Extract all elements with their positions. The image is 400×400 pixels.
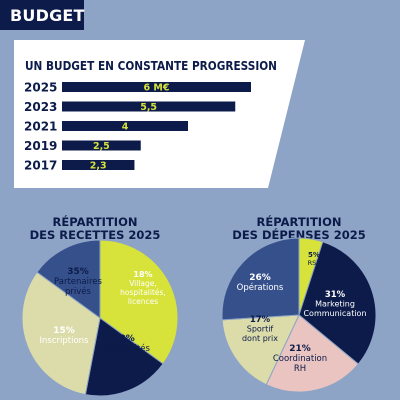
pie-slice [84, 317, 164, 397]
bar-panel [14, 40, 305, 188]
pie-title: RÉPARTITION [53, 214, 138, 229]
pie-slice-label: dont prix [242, 334, 278, 343]
pie-slice-percent: 17% [250, 315, 271, 325]
bar-category-label: 2023 [24, 100, 57, 114]
bar-value-label: 5,5 [140, 102, 157, 113]
pie-slice-label: RH [294, 364, 306, 374]
pie-slice-label: Collectivités [98, 343, 150, 354]
bar-category-label: 2025 [24, 81, 57, 95]
pie-slice-percent: 31% [325, 290, 346, 300]
pie-slice-percent: 32% [113, 334, 135, 344]
pie-slice-label: Sportif [247, 325, 274, 334]
pie-slice-label: Coordination [273, 354, 327, 364]
pie-slice-percent: 15% [53, 326, 75, 336]
bar [62, 140, 141, 151]
pie-slice-label: Village, [129, 279, 157, 288]
bar-category-label: 2021 [24, 120, 57, 134]
pie-title: RÉPARTITION [257, 214, 342, 229]
bar-category-label: 2019 [24, 139, 57, 153]
pie-slice-label: Inscriptions [40, 336, 90, 346]
bar [62, 121, 188, 131]
pie-slice-label: RSE [308, 259, 321, 267]
pie-slice-label: Communication [303, 309, 366, 318]
pie-slice-percent: 21% [289, 344, 311, 354]
pie-slice [99, 239, 179, 365]
pie-slice-label: Opérations [237, 282, 284, 293]
bar [62, 101, 236, 112]
pie-slice [21, 271, 101, 396]
budget-badge: BUDGET [0, 0, 84, 30]
pie-title: DES DÉPENSES 2025 [232, 227, 365, 242]
bar-value-label: 4 [122, 122, 129, 133]
pie-slice [265, 314, 360, 393]
pie-slice-label: Partenaires [54, 277, 103, 287]
bar-value-label: 6 M€ [144, 83, 170, 94]
bar-chart-title: UN BUDGET EN CONSTANTE PROGRESSION [25, 58, 277, 73]
pie-title: DES RECETTES 2025 [30, 228, 161, 242]
pie-slice-percent: 26% [249, 273, 271, 283]
bar [62, 160, 135, 170]
pie-slice [221, 314, 300, 386]
pie-slice [221, 237, 300, 321]
pie-slice [298, 241, 377, 365]
bar-value-label: 2,3 [90, 161, 107, 172]
pie-slice-percent: 5% [308, 251, 320, 259]
pie-slice-label: hospitalités, [120, 288, 166, 297]
pie-slice [36, 239, 101, 319]
pie-slice-label: licences [128, 297, 158, 306]
bar [62, 82, 251, 92]
bar-value-label: 2,5 [93, 141, 110, 152]
pie-slice-label: Marketing [315, 300, 355, 309]
bar-category-label: 2017 [24, 159, 57, 173]
pie-slice-percent: 18% [133, 270, 152, 279]
pie-slice-label: privés [65, 286, 92, 297]
pie-slice-percent: 35% [67, 267, 89, 277]
